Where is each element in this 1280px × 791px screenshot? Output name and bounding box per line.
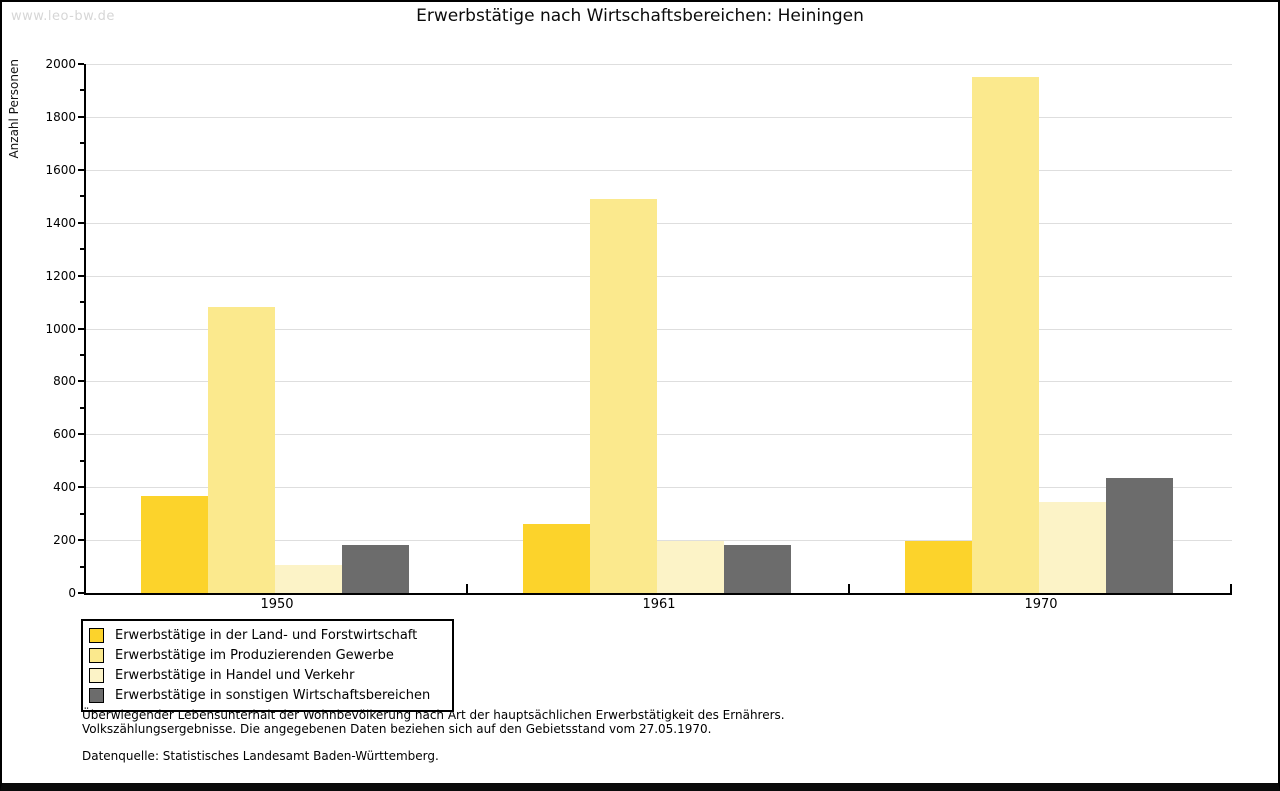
gridline xyxy=(86,540,1232,542)
footnote-line: Volkszählungsergebnisse. Die angegebenen… xyxy=(82,722,712,736)
legend-swatch-icon xyxy=(89,647,104,663)
y-minor-tick xyxy=(80,142,84,145)
legend-swatch-icon xyxy=(89,667,104,683)
plot-area xyxy=(84,64,1232,595)
y-minor-tick xyxy=(80,512,84,515)
bar-1970-series2 xyxy=(972,77,1039,593)
y-minor-tick xyxy=(80,195,84,198)
y-major-tick xyxy=(78,168,84,171)
x-axis-tick xyxy=(848,584,850,593)
y-tick-label: 1800 xyxy=(45,109,76,124)
bar-1950-series4 xyxy=(342,545,409,593)
x-category-label: 1970 xyxy=(1024,597,1058,612)
legend-label: Erwerbstätige in Handel und Verkehr xyxy=(115,667,355,683)
legend-label: Erwerbstätige in der Land- und Forstwirt… xyxy=(115,627,418,643)
gridline xyxy=(86,116,1232,118)
gridline xyxy=(86,434,1232,436)
gridline xyxy=(86,222,1232,224)
legend-swatch-icon xyxy=(89,687,104,703)
y-tick-label: 1600 xyxy=(45,162,76,177)
y-minor-tick xyxy=(80,89,84,92)
y-major-tick xyxy=(78,592,84,594)
y-tick-label: 400 xyxy=(53,480,76,495)
y-tick-label: 800 xyxy=(53,374,76,389)
y-major-tick xyxy=(78,327,84,330)
data-source: Datenquelle: Statistisches Landesamt Bad… xyxy=(82,749,439,763)
y-major-tick xyxy=(78,433,84,436)
y-tick-label: 0 xyxy=(68,586,76,600)
y-minor-tick xyxy=(80,353,84,356)
legend: Erwerbstätige in der Land- und Forstwirt… xyxy=(81,619,454,712)
legend-item: Erwerbstätige im Produzierenden Gewerbe xyxy=(89,645,446,665)
legend-label: Erwerbstätige im Produzierenden Gewerbe xyxy=(115,647,394,663)
footnote-line: Überwiegender Lebensunterhalt der Wohnbe… xyxy=(82,708,785,722)
bar-1970-series1 xyxy=(905,541,972,593)
legend-item: Erwerbstätige in Handel und Verkehr xyxy=(89,665,446,685)
legend-swatch-icon xyxy=(89,627,104,643)
gridline xyxy=(86,328,1232,330)
x-axis-tick xyxy=(466,584,468,593)
y-tick-label: 1000 xyxy=(45,321,76,336)
y-minor-tick xyxy=(80,565,84,568)
y-major-tick xyxy=(78,115,84,118)
y-minor-tick xyxy=(80,406,84,409)
legend-item: Erwerbstätige in der Land- und Forstwirt… xyxy=(89,625,446,645)
legend-label: Erwerbstätige in sonstigen Wirtschaftsbe… xyxy=(115,687,431,703)
y-minor-tick xyxy=(80,459,84,462)
y-axis-label: Anzahl Personen xyxy=(7,59,21,159)
x-axis-tick xyxy=(1230,584,1232,593)
y-major-tick xyxy=(78,221,84,224)
x-category-label: 1950 xyxy=(260,597,294,612)
y-tick-label: 2000 xyxy=(45,57,76,71)
gridline xyxy=(86,169,1232,171)
y-major-tick xyxy=(78,63,84,65)
watermark: www.leo-bw.de xyxy=(11,9,115,24)
gridline xyxy=(86,275,1232,277)
y-major-tick xyxy=(78,486,84,489)
gridline xyxy=(86,381,1232,383)
bar-1961-series3 xyxy=(657,541,724,593)
y-minor-tick xyxy=(80,301,84,304)
x-category-label: 1961 xyxy=(642,597,676,612)
y-tick-label: 1200 xyxy=(45,268,76,283)
footnotes: Überwiegender Lebensunterhalt der Wohnbe… xyxy=(82,708,785,736)
chart-title: Erwerbstätige nach Wirtschaftsbereichen:… xyxy=(416,6,864,26)
y-major-tick xyxy=(78,539,84,542)
bar-1950-series2 xyxy=(208,307,275,593)
y-tick-label: 600 xyxy=(53,427,76,442)
y-major-tick xyxy=(78,274,84,277)
bar-1961-series2 xyxy=(590,199,657,593)
y-tick-label: 200 xyxy=(53,533,76,548)
gridline xyxy=(86,487,1232,489)
bar-1950-series1 xyxy=(141,496,208,593)
bar-1961-series1 xyxy=(523,524,590,593)
bar-1970-series3 xyxy=(1039,502,1106,593)
bar-1950-series3 xyxy=(275,565,342,593)
y-major-tick xyxy=(78,380,84,383)
legend-item: Erwerbstätige in sonstigen Wirtschaftsbe… xyxy=(89,685,446,705)
y-minor-tick xyxy=(80,248,84,251)
bar-1970-series4 xyxy=(1106,478,1173,593)
bar-1961-series4 xyxy=(724,545,791,593)
y-tick-label: 1400 xyxy=(45,215,76,230)
gridline xyxy=(86,64,1232,65)
